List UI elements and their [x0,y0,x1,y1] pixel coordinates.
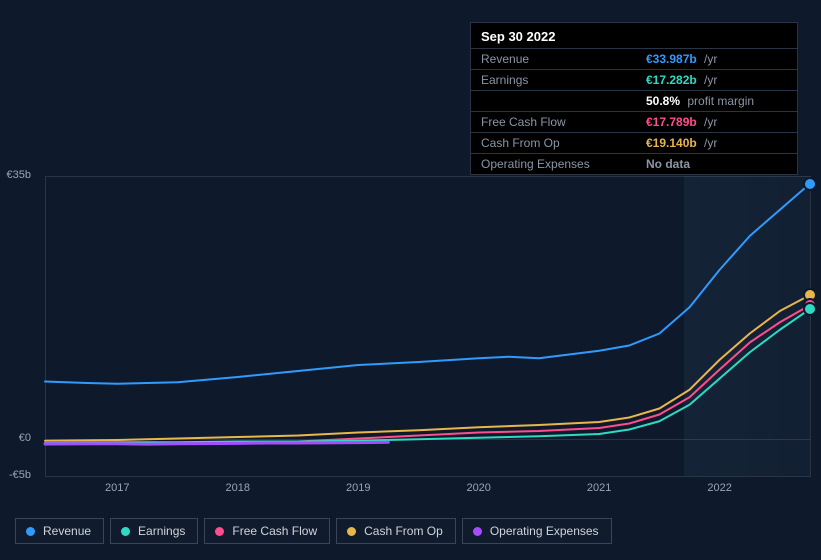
legend-label: Free Cash Flow [232,524,317,538]
legend-item[interactable]: Revenue [15,518,104,544]
tooltip-row-label: Earnings [471,70,636,91]
legend-label: Operating Expenses [490,524,599,538]
tooltip-row: Operating ExpensesNo data [471,154,797,175]
tooltip-row: 50.8% profit margin [471,91,797,112]
chart-legend: Revenue Earnings Free Cash Flow Cash From O… [15,518,612,544]
tooltip-row-label: Operating Expenses [471,154,636,175]
tooltip-row-value: €17.789b /yr [636,112,797,133]
tooltip-row-label [471,91,636,112]
tooltip-row-label: Cash From Op [471,133,636,154]
chart-xtick-label: 2018 [226,482,250,494]
chart-xtick-label: 2021 [587,482,611,494]
tooltip-row-value: €33.987b /yr [636,49,797,70]
chart-series-end-marker [803,302,817,316]
tooltip-row: Revenue€33.987b /yr [471,49,797,70]
chart-lines [45,176,810,476]
tooltip-row-value: No data [636,154,797,175]
chart-container: Sep 30 2022 Revenue€33.987b /yrEarnings€… [0,0,821,560]
legend-swatch-icon [215,527,224,536]
legend-item[interactable]: Free Cash Flow [204,518,330,544]
chart-series-line [45,305,810,444]
chart-xtick-label: 2020 [466,482,490,494]
tooltip-row-value: €19.140b /yr [636,133,797,154]
chart-series-line [45,184,810,384]
chart-tooltip: Sep 30 2022 Revenue€33.987b /yrEarnings€… [470,22,798,175]
legend-swatch-icon [26,527,35,536]
chart-ytick-label: €0 [0,432,31,444]
chart-ytick-label: €35b [0,169,31,181]
chart-series-line [45,442,388,444]
legend-item[interactable]: Operating Expenses [462,518,612,544]
tooltip-row-value: €17.282b /yr [636,70,797,91]
chart-xtick-label: 2022 [707,482,731,494]
tooltip-row: Free Cash Flow€17.789b /yr [471,112,797,133]
tooltip-row-label: Revenue [471,49,636,70]
chart-series-line [45,309,810,443]
legend-item[interactable]: Earnings [110,518,198,544]
legend-swatch-icon [121,527,130,536]
legend-swatch-icon [347,527,356,536]
legend-swatch-icon [473,527,482,536]
chart-xtick-label: 2017 [105,482,129,494]
chart-ytick-label: -€5b [0,469,31,481]
tooltip-row-label: Free Cash Flow [471,112,636,133]
tooltip-table: Revenue€33.987b /yrEarnings€17.282b /yr5… [471,48,797,174]
chart-xtick-label: 2019 [346,482,370,494]
chart-series-end-marker [803,177,817,191]
tooltip-row: Cash From Op€19.140b /yr [471,133,797,154]
legend-label: Earnings [138,524,185,538]
chart-series-line [45,295,810,441]
legend-item[interactable]: Cash From Op [336,518,456,544]
tooltip-row-value: 50.8% profit margin [636,91,797,112]
legend-label: Cash From Op [364,524,443,538]
tooltip-row: Earnings€17.282b /yr [471,70,797,91]
tooltip-date: Sep 30 2022 [471,23,797,48]
legend-label: Revenue [43,524,91,538]
